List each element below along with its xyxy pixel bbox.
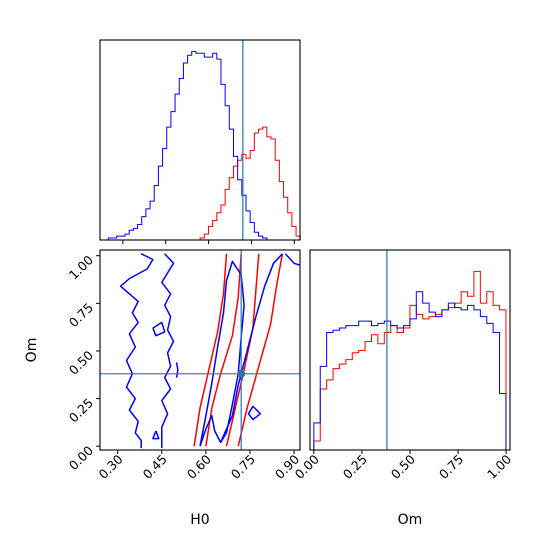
contour-blue-5 [152, 321, 166, 337]
contour-red-0 [193, 253, 228, 447]
om-y-tick-label: 0.75 [66, 300, 96, 330]
contour-blue-2 [199, 260, 245, 447]
contour-blue-6 [175, 362, 179, 378]
om-x-tick-label: 0.00 [292, 451, 322, 481]
contour-blue-0 [119, 253, 154, 449]
h0-hist-series-blue [100, 50, 301, 241]
contour-blue-7 [152, 430, 160, 440]
om-axis-label: Om [398, 512, 423, 528]
contour-red-3 [237, 253, 284, 447]
contour-blue-8 [247, 405, 262, 421]
contour-red-2 [225, 253, 260, 447]
om-x-tick-label: 1.00 [484, 451, 514, 481]
contour-truth-point [237, 369, 246, 378]
om-histogram-frame [309, 249, 511, 451]
om-x-tick-label: 0.25 [340, 452, 370, 482]
h0-histogram-frame [99, 39, 301, 241]
h0-hist-series-red [100, 126, 301, 241]
h0-x-tick-label: 0.30 [95, 451, 125, 481]
om-x-tick-label: 0.75 [436, 452, 466, 482]
om-histogram-panel: 0.00 0.25 0.50 0.75 1.00 Om [292, 249, 514, 528]
contour-blue-3 [219, 253, 283, 443]
h0-x-tick-label: 0.75 [228, 452, 258, 482]
h0-axis-label: H0 [190, 512, 209, 528]
h0-histogram-panel [99, 39, 301, 244]
h0-om-contour-panel: 0.30 0.45 0.60 0.75 0.90 0.000.250.500.751.0… [24, 249, 302, 528]
om-hist-series-red [313, 270, 507, 450]
contour-blue-1 [161, 253, 175, 449]
contour-frame [99, 249, 301, 451]
om-y-tick-label: 0.25 [66, 395, 96, 425]
om-hist-series-blue [313, 291, 507, 450]
om-x-tick-label: 0.50 [388, 451, 418, 481]
h0-x-tick-label: 0.60 [184, 451, 214, 481]
om-y-tick-label: 0.50 [66, 347, 96, 377]
om-y-tick-label: 0.00 [66, 443, 96, 473]
om-y-tick-label: 1.00 [66, 252, 96, 282]
contour-blue-4 [284, 253, 300, 266]
h0-x-tick-label: 0.45 [140, 452, 170, 482]
om-y-axis-label: Om [24, 338, 40, 363]
contour-red-1 [205, 253, 242, 447]
